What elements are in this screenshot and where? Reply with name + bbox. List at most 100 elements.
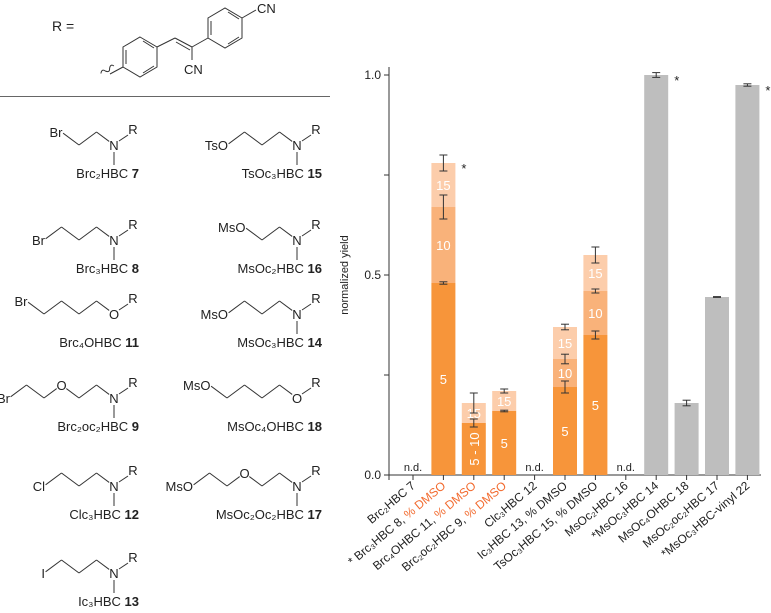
compound-name: Brc₂HBC bbox=[76, 166, 132, 181]
bond bbox=[45, 226, 62, 240]
bond bbox=[244, 131, 263, 146]
segment-label: 10 bbox=[436, 238, 450, 253]
bond bbox=[209, 472, 228, 487]
r-group-atom: R bbox=[311, 375, 320, 390]
compound-structure: MsO NR bbox=[218, 217, 321, 260]
segment-label: 15 bbox=[588, 266, 602, 281]
error-bar bbox=[743, 83, 752, 87]
atom-label: Br bbox=[15, 294, 29, 309]
bond bbox=[261, 300, 280, 315]
compound-number: 8 bbox=[131, 261, 139, 276]
significance-star: * bbox=[674, 73, 679, 88]
bond bbox=[78, 226, 97, 241]
compound-structure: Br NR bbox=[50, 122, 138, 165]
r-group-label: R = bbox=[52, 18, 75, 34]
bond bbox=[279, 472, 293, 483]
bond bbox=[193, 472, 210, 486]
compound-number: 11 bbox=[125, 335, 139, 350]
significance-star: * bbox=[765, 83, 770, 98]
atom-label: N bbox=[109, 566, 118, 581]
bond bbox=[78, 300, 97, 315]
compound-label: MsOc₃HBC 14 bbox=[237, 335, 322, 350]
r-group-atom: R bbox=[311, 122, 320, 137]
compound-label: Ic₃HBC 13 bbox=[78, 594, 139, 609]
bar-segment bbox=[553, 387, 577, 475]
compound-number: 12 bbox=[124, 507, 139, 522]
compound-number: 14 bbox=[307, 335, 322, 350]
bond bbox=[301, 134, 312, 142]
bar-segment bbox=[583, 291, 608, 335]
bond bbox=[261, 131, 280, 146]
atom-label: I bbox=[41, 566, 45, 581]
error-bar bbox=[500, 388, 509, 394]
bond bbox=[61, 226, 80, 241]
bond bbox=[279, 384, 293, 395]
bond bbox=[118, 303, 129, 311]
compound-number: 13 bbox=[124, 594, 139, 609]
atom-label: Br bbox=[0, 391, 11, 406]
bond bbox=[210, 385, 228, 399]
bond bbox=[245, 227, 263, 241]
atom-label: TsO bbox=[205, 138, 228, 153]
bond bbox=[96, 472, 110, 483]
bond bbox=[118, 229, 129, 237]
bar-segment bbox=[461, 423, 486, 475]
compound-structure: MsO NR bbox=[201, 291, 321, 334]
r-group-atom: R bbox=[311, 291, 320, 306]
bond bbox=[301, 387, 312, 395]
compound-label: Clc₃HBC 12 bbox=[69, 507, 139, 522]
atom-label: O bbox=[292, 391, 302, 406]
bar-segment bbox=[644, 75, 669, 475]
bond bbox=[261, 226, 280, 241]
segment-label: 5 bbox=[501, 436, 508, 451]
cyano-bottom: CN bbox=[184, 62, 203, 77]
atom-label: N bbox=[292, 479, 301, 494]
r-group-atom: R bbox=[128, 217, 137, 232]
bond bbox=[244, 384, 263, 399]
bond bbox=[61, 472, 80, 487]
bond bbox=[96, 559, 110, 570]
segment-label: 15 bbox=[497, 394, 511, 409]
atom-label: N bbox=[109, 138, 118, 153]
bar-segment bbox=[431, 207, 456, 283]
atom-label: Br bbox=[32, 233, 46, 248]
bar-segment bbox=[674, 403, 699, 475]
bond bbox=[62, 132, 80, 146]
atom-label: MsO bbox=[166, 479, 193, 494]
bond bbox=[244, 300, 263, 315]
error-bar bbox=[652, 72, 661, 78]
r-group-atom: R bbox=[128, 463, 137, 478]
segment-label: 5 bbox=[561, 424, 568, 439]
segment-label: 5 - 10 bbox=[467, 432, 482, 465]
bond bbox=[96, 131, 110, 142]
compound-label: MsOc₄OHBC 18 bbox=[227, 419, 322, 434]
bond bbox=[228, 131, 245, 145]
bond bbox=[78, 131, 97, 146]
bond bbox=[279, 131, 293, 142]
not-detected-label: n.d. bbox=[617, 462, 635, 474]
atom-label: O bbox=[239, 466, 249, 481]
atom-label: Cl bbox=[33, 479, 45, 494]
error-bar bbox=[439, 154, 448, 172]
bar-segment bbox=[735, 85, 760, 475]
not-detected-label: n.d. bbox=[404, 462, 422, 474]
bond bbox=[249, 476, 263, 487]
bar-segment bbox=[431, 283, 456, 475]
compound-number: 9 bbox=[131, 419, 139, 434]
atom-label: N bbox=[109, 391, 118, 406]
bond bbox=[118, 387, 129, 395]
compound-name: MsOc₂Oc₂HBC bbox=[215, 507, 308, 522]
r-group-structure: CN CN bbox=[100, 1, 276, 78]
compound-number: 17 bbox=[307, 507, 322, 522]
r-group-atom: R bbox=[128, 122, 137, 137]
compound-name: Brc₂oc₂HBC bbox=[57, 419, 132, 434]
bar-segment bbox=[492, 391, 517, 411]
wavy-bond-icon bbox=[100, 64, 115, 74]
error-bar bbox=[439, 281, 448, 285]
bond bbox=[61, 559, 80, 574]
bond bbox=[118, 562, 129, 570]
bar-segment bbox=[492, 411, 517, 475]
compound-structure: Br OR bbox=[15, 291, 138, 322]
atom-label: N bbox=[292, 233, 301, 248]
r-group-atom: R bbox=[311, 217, 320, 232]
